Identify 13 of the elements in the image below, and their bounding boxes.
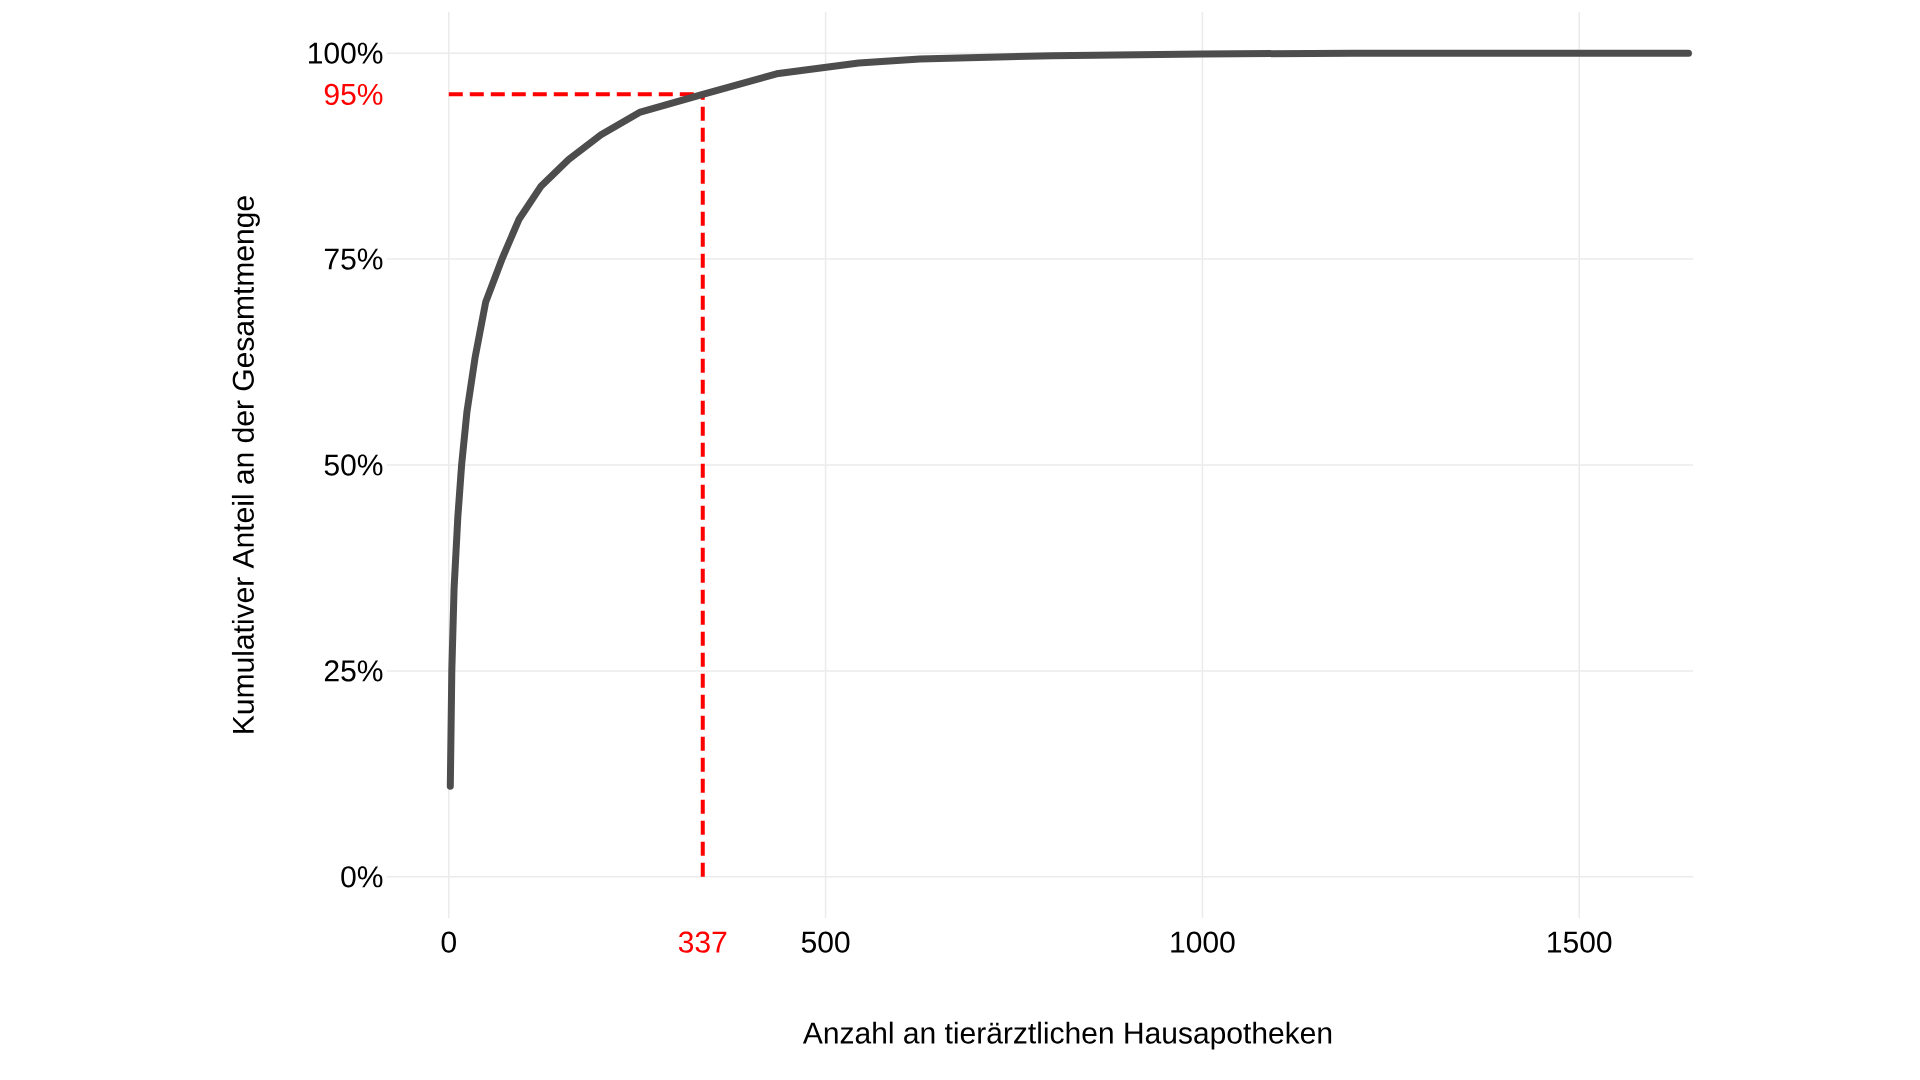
- y-tick-label: 0%: [341, 866, 383, 888]
- y-tick-label: 50%: [324, 454, 383, 476]
- x-tick-label: 1000: [1171, 931, 1235, 953]
- y-tick-label: 100%: [309, 42, 383, 64]
- x-axis-title: Anzahl an tierärztlichen Hausapotheken: [802, 1021, 1332, 1050]
- y-tick-label: 75%: [324, 248, 383, 270]
- x-tick-label: 1500: [1548, 931, 1612, 953]
- ref-line-label: 337: [678, 931, 727, 953]
- y-tick-label: 25%: [324, 660, 383, 682]
- ref-line-label: 95%: [324, 83, 383, 105]
- y-axis-title: Kumulativer Anteil an der Gesamtmenge: [231, 196, 260, 733]
- x-tick-label: 0: [441, 931, 456, 953]
- x-tick-label: 500: [801, 931, 850, 953]
